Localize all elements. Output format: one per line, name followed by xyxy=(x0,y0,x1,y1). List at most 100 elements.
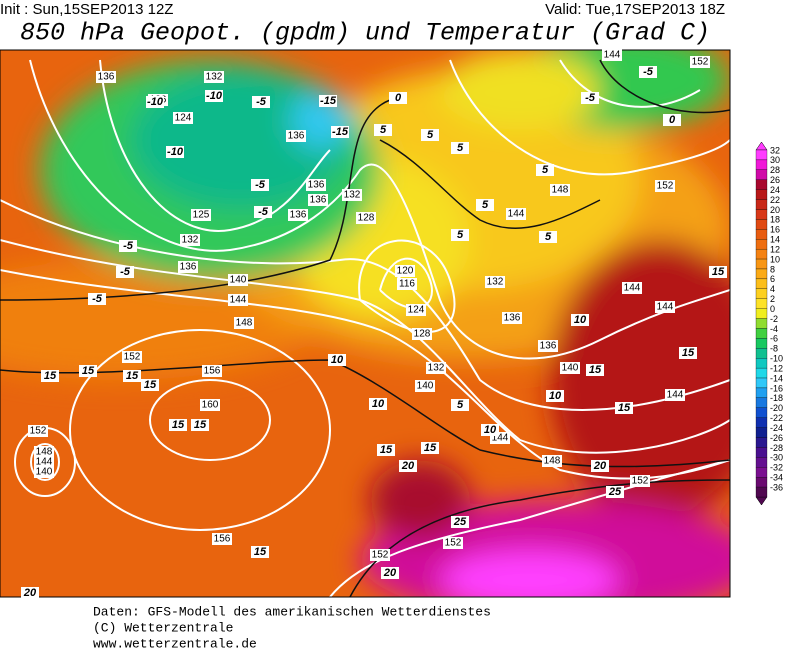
temperature-label: 15 xyxy=(126,370,139,382)
colorbar-arrow-bottom xyxy=(755,496,768,506)
temperature-label-box xyxy=(79,365,97,377)
colorbar-band xyxy=(755,308,768,319)
colorbar-label: -12 xyxy=(770,363,783,373)
geopotential-label: 152 xyxy=(372,550,389,561)
geopotential-label: 156 xyxy=(214,534,231,545)
temperature-label: 5 xyxy=(457,399,464,411)
geopotential-label-box xyxy=(485,276,505,288)
geopotential-label: 144 xyxy=(657,302,674,313)
geopotential-label-box xyxy=(370,549,390,561)
colorbar-band xyxy=(755,367,768,379)
geopotential-label: 148 xyxy=(36,447,53,458)
temperature-label: 10 xyxy=(331,354,344,366)
geopotential-label: 140 xyxy=(230,275,247,286)
colorbar-label: -24 xyxy=(770,423,783,433)
temperature-label-box xyxy=(679,347,697,359)
temperature-label-box xyxy=(123,370,141,382)
geopotential-label: 132 xyxy=(428,363,445,374)
footer-line: Daten: GFS-Modell des amerikanischen Wet… xyxy=(93,604,491,619)
temperature-label: 20 xyxy=(383,567,397,579)
colorbar-label: -34 xyxy=(770,473,783,483)
geopotential-label-box xyxy=(415,380,435,392)
temperature-label: -5 xyxy=(123,240,134,252)
temperature-label-box xyxy=(476,199,494,211)
geopotential-label-box xyxy=(180,234,200,246)
colorbar-label: -4 xyxy=(770,324,778,334)
temperature-label-box xyxy=(451,399,469,411)
colorbar-band xyxy=(755,149,768,161)
geopotential-label: 132 xyxy=(182,235,199,246)
temperature-label-box xyxy=(377,444,395,456)
geopotential-label: 132 xyxy=(487,277,504,288)
colorbar-band xyxy=(755,467,768,478)
geopotential-label-box xyxy=(228,294,248,306)
colorbar-label: -28 xyxy=(770,443,783,453)
geopotential-label: 132 xyxy=(206,72,223,83)
geopotential-label: 120 xyxy=(397,266,414,277)
geopotential-label-box xyxy=(538,340,558,352)
temperature-label: 15 xyxy=(144,379,157,391)
geopotential-label-box xyxy=(34,466,54,478)
geopotential-label-box xyxy=(178,261,198,273)
map-title: 850 hPa Geopot. (gpdm) und Temperatur (G… xyxy=(20,19,710,48)
temperature-label: 5 xyxy=(457,142,464,154)
geopotential-label: 128 xyxy=(358,213,375,224)
temperature-label-box xyxy=(546,390,564,402)
temperature-label: 5 xyxy=(380,124,387,136)
colorbar-band xyxy=(755,387,768,399)
colorbar-band xyxy=(755,298,768,309)
temperature-label: 15 xyxy=(424,442,437,454)
temperature-label: -5 xyxy=(92,293,103,305)
geopotential-label: 152 xyxy=(657,181,674,192)
colorbar-band xyxy=(755,209,768,220)
geopotential-label: 136 xyxy=(180,262,197,273)
temperature-label-box xyxy=(571,314,589,326)
geopotential-label-box xyxy=(202,365,222,377)
geopotential-label: 136 xyxy=(98,72,115,83)
geopotential-label-box xyxy=(506,208,526,220)
colorbar-label: 2 xyxy=(770,294,775,304)
temperature-label-box xyxy=(615,402,633,414)
colorbar-label: -6 xyxy=(770,334,778,344)
colorbar-band xyxy=(755,407,768,418)
geopotential-label: 140 xyxy=(562,363,579,374)
geopotential-label-box xyxy=(212,533,232,545)
colorbar-label: 10 xyxy=(770,254,780,264)
geopotential-label: 144 xyxy=(492,433,509,444)
colorbar-label: 28 xyxy=(770,165,780,175)
geopotential-label-box xyxy=(550,184,570,196)
temperature-label: 20 xyxy=(23,587,37,599)
temperature-label-box xyxy=(389,92,407,104)
temperature-label-box xyxy=(536,164,554,176)
temperature-label-box xyxy=(141,379,159,391)
geopotential-label-box xyxy=(426,362,446,374)
temperature-label-box xyxy=(146,96,164,108)
geopotential-label-box xyxy=(630,475,650,487)
temperature-label-box xyxy=(251,179,269,191)
temperature-label: 15 xyxy=(254,546,267,558)
temperature-label-box xyxy=(166,146,184,158)
geopotential-label-box xyxy=(200,399,220,411)
temperature-label-box xyxy=(21,587,39,599)
temperature-field xyxy=(0,50,730,597)
geopotential-label: 144 xyxy=(230,295,247,306)
colorbar-band xyxy=(755,219,768,230)
temperature-label-box xyxy=(331,126,349,138)
temperature-label: 5 xyxy=(482,199,489,211)
geopotential-label-box xyxy=(655,180,675,192)
temperature-label: -5 xyxy=(585,92,596,104)
geopotential-label-box xyxy=(34,446,54,458)
temperature-label: 10 xyxy=(549,390,562,402)
geopotential-label: 144 xyxy=(36,457,53,468)
temperature-label-box xyxy=(481,424,499,436)
map-frame xyxy=(0,49,731,598)
colorbar-label: -8 xyxy=(770,344,778,354)
temperature-label: -10 xyxy=(167,146,184,158)
geopotential-label: 148 xyxy=(236,318,253,329)
geopotential-label: 136 xyxy=(540,341,557,352)
temperature-label: 15 xyxy=(712,266,725,278)
temperature-label-box xyxy=(581,92,599,104)
colorbar-band xyxy=(755,278,768,289)
geopotential-label: 124 xyxy=(408,305,425,316)
